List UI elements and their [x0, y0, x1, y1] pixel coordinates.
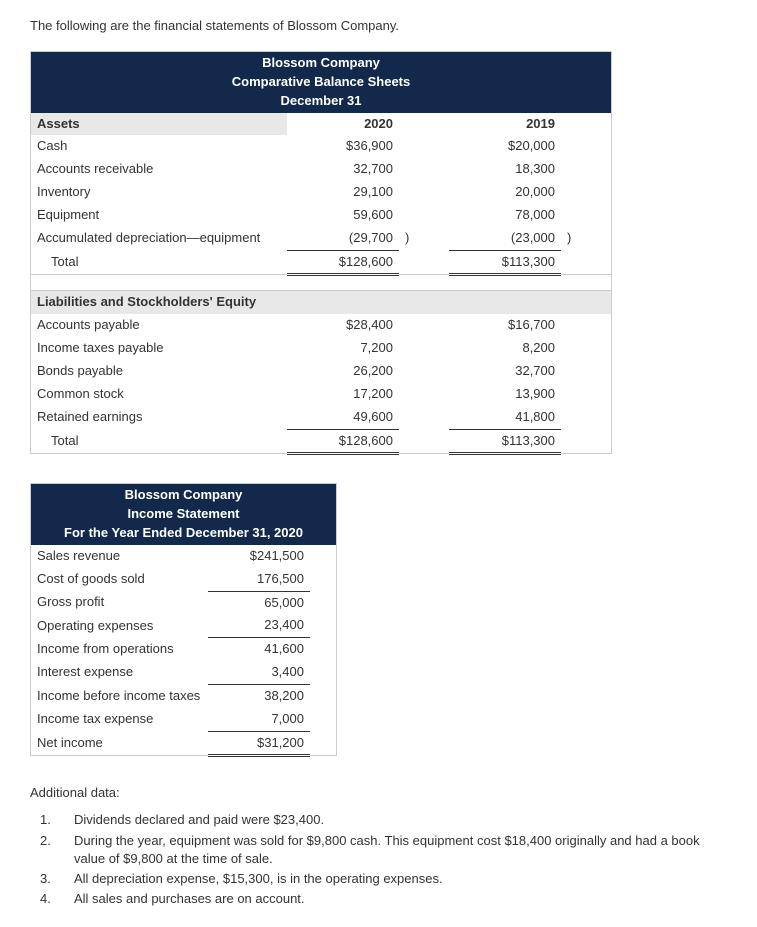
cell-value: 59,600	[287, 204, 399, 227]
bs-header: Blossom Company Comparative Balance Shee…	[31, 52, 612, 113]
bs-date: December 31	[37, 92, 605, 111]
cell-value: 3,400	[208, 661, 310, 684]
row-label: Income taxes payable	[31, 337, 288, 360]
cell-value: 29,100	[287, 181, 399, 204]
cell-value: 41,800	[449, 406, 561, 429]
cell-value: $31,200	[208, 731, 310, 756]
cell-value: $113,300	[449, 429, 561, 454]
bs-title: Comparative Balance Sheets	[37, 73, 605, 92]
cell-value: (29,700	[287, 227, 399, 250]
assets-heading: Assets	[31, 113, 288, 136]
cell-value: 26,200	[287, 360, 399, 383]
cell-value: 17,200	[287, 383, 399, 406]
cell-value: $16,700	[449, 314, 561, 337]
is-company: Blossom Company	[37, 486, 330, 505]
cell-value: $113,300	[449, 250, 561, 275]
row-label: Cost of goods sold	[31, 568, 209, 591]
cell-value: 23,400	[208, 614, 310, 637]
cell-value: (23,000	[449, 227, 561, 250]
cell-value: 13,900	[449, 383, 561, 406]
cell-value: 65,000	[208, 591, 310, 614]
cell-value: 32,700	[449, 360, 561, 383]
row-label: Bonds payable	[31, 360, 288, 383]
row-label: Accounts receivable	[31, 158, 288, 181]
year-2020: 2020	[287, 113, 399, 136]
row-label: Accumulated depreciation—equipment	[31, 227, 288, 250]
cell-value: 176,500	[208, 568, 310, 591]
liab-heading: Liabilities and Stockholders' Equity	[31, 291, 612, 314]
cell-value: $36,900	[287, 135, 399, 158]
cell-value: 7,000	[208, 708, 310, 731]
additional-data-list: 1. Dividends declared and paid were $23,…	[30, 810, 727, 909]
row-label: Common stock	[31, 383, 288, 406]
list-number: 3.	[30, 869, 74, 889]
cell-value: 78,000	[449, 204, 561, 227]
row-label: Total	[31, 250, 288, 275]
row-label: Interest expense	[31, 661, 209, 684]
cell-value: 18,300	[449, 158, 561, 181]
list-item: All sales and purchases are on account.	[74, 889, 727, 909]
cell-value: 38,200	[208, 684, 310, 707]
row-label: Accounts payable	[31, 314, 288, 337]
row-label: Income tax expense	[31, 708, 209, 731]
cell-value: $20,000	[449, 135, 561, 158]
row-label: Income before income taxes	[31, 684, 209, 707]
row-label: Cash	[31, 135, 288, 158]
cell-value: 20,000	[449, 181, 561, 204]
cell-value: $241,500	[208, 545, 310, 568]
bs-company: Blossom Company	[37, 54, 605, 73]
income-statement-table: Blossom Company Income Statement For the…	[30, 483, 337, 757]
paren: )	[561, 227, 585, 250]
is-title: Income Statement	[37, 505, 330, 524]
balance-sheet-table: Blossom Company Comparative Balance Shee…	[30, 51, 612, 455]
is-header: Blossom Company Income Statement For the…	[31, 484, 337, 545]
row-label: Income from operations	[31, 638, 209, 661]
cell-value: 32,700	[287, 158, 399, 181]
cell-value: 7,200	[287, 337, 399, 360]
cell-value: $128,600	[287, 250, 399, 275]
list-number: 4.	[30, 889, 74, 909]
row-label: Total	[31, 429, 288, 454]
row-label: Net income	[31, 731, 209, 756]
cell-value: 8,200	[449, 337, 561, 360]
row-label: Gross profit	[31, 591, 209, 614]
row-label: Operating expenses	[31, 614, 209, 637]
additional-data-heading: Additional data:	[30, 785, 727, 800]
paren: )	[399, 227, 423, 250]
row-label: Inventory	[31, 181, 288, 204]
row-label: Sales revenue	[31, 545, 209, 568]
year-2019: 2019	[449, 113, 561, 136]
row-label: Retained earnings	[31, 406, 288, 429]
cell-value: $28,400	[287, 314, 399, 337]
list-number: 1.	[30, 810, 74, 830]
cell-value: 41,600	[208, 638, 310, 661]
list-item: All depreciation expense, $15,300, is in…	[74, 869, 727, 889]
row-label: Equipment	[31, 204, 288, 227]
cell-value: $128,600	[287, 429, 399, 454]
list-number: 2.	[30, 831, 74, 869]
list-item: Dividends declared and paid were $23,400…	[74, 810, 727, 830]
cell-value: 49,600	[287, 406, 399, 429]
intro-text: The following are the financial statemen…	[30, 18, 727, 33]
list-item: During the year, equipment was sold for …	[74, 831, 727, 869]
is-date: For the Year Ended December 31, 2020	[37, 524, 330, 543]
